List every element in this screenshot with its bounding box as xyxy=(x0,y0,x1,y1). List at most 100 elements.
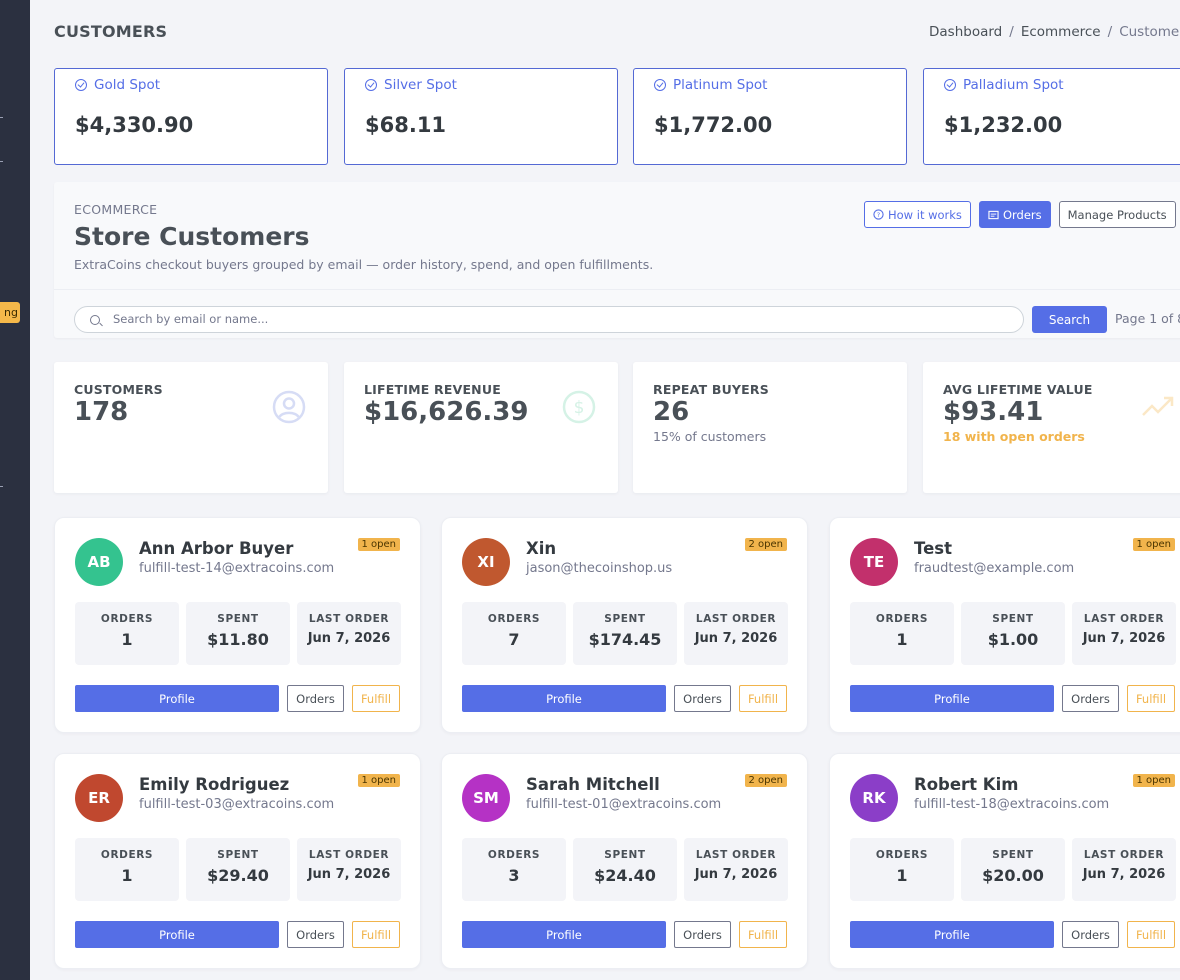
avatar: ER xyxy=(75,774,123,822)
divider xyxy=(54,289,1180,290)
metric-label: LAST ORDER xyxy=(308,849,390,861)
orders-label: Orders xyxy=(1002,207,1042,222)
stat-value: 178 xyxy=(74,397,129,427)
profile-button[interactable]: Profile xyxy=(75,921,279,948)
metric-label: LAST ORDER xyxy=(695,613,777,625)
orders-button[interactable]: Orders xyxy=(287,685,344,712)
spot-label: Silver Spot xyxy=(384,77,457,93)
svg-text:$: $ xyxy=(574,398,585,418)
orders-button[interactable]: Orders xyxy=(674,685,731,712)
profile-button[interactable]: Profile xyxy=(850,921,1054,948)
customer-name: Ann Arbor Buyer xyxy=(139,539,294,558)
customer-name: Test xyxy=(914,539,952,558)
metric-label: SPENT xyxy=(604,613,646,625)
manage-products-button[interactable]: Manage Products xyxy=(1058,201,1176,228)
fulfill-button[interactable]: Fulfill xyxy=(352,921,400,948)
verified-badge-icon xyxy=(75,79,87,91)
customer-card: AB Ann Arbor Buyer fulfill-test-14@extraco… xyxy=(54,517,421,733)
metric-label: SPENT xyxy=(992,613,1034,625)
search-input[interactable]: Search by email or name... xyxy=(74,306,1024,333)
fulfill-button[interactable]: Fulfill xyxy=(739,921,787,948)
orders-button[interactable]: Orders xyxy=(1062,921,1119,948)
orders-button[interactable]: Orders xyxy=(1062,685,1119,712)
breadcrumb-dashboard[interactable]: Dashboard xyxy=(929,24,1003,40)
profile-button[interactable]: Profile xyxy=(75,685,279,712)
breadcrumb-current: Customers xyxy=(1119,24,1180,40)
avatar: XI xyxy=(462,538,510,586)
metric-last-order: LAST ORDER Jun 7, 2026 xyxy=(297,602,401,665)
stats-row: CUSTOMERS 178 LIFETIME REVENUE $16,626.3… xyxy=(54,362,1180,493)
fulfill-button[interactable]: Fulfill xyxy=(739,685,787,712)
main-content: CUSTOMERS Dashboard/Ecommerce/Customers … xyxy=(30,0,1180,980)
metric-value: 1 xyxy=(896,866,908,885)
metric-label: LAST ORDER xyxy=(695,849,777,861)
sidebar-nav-arrow[interactable] xyxy=(0,161,3,162)
metric-spent: SPENT $29.40 xyxy=(186,838,290,901)
metric-value: $174.45 xyxy=(588,630,662,649)
spot-prices: Gold Spot $4,330.90 Silver Spot $68.11 P… xyxy=(54,68,1180,165)
profile-button[interactable]: Profile xyxy=(850,685,1054,712)
spot-card-platinum: Platinum Spot $1,772.00 xyxy=(633,68,907,165)
orders-button[interactable]: Orders xyxy=(287,921,344,948)
metric-spent: SPENT $1.00 xyxy=(961,602,1065,665)
fulfill-button[interactable]: Fulfill xyxy=(1127,685,1175,712)
breadcrumb: Dashboard/Ecommerce/Customers xyxy=(929,24,1180,40)
verified-badge-icon xyxy=(654,79,666,91)
spot-value: $1,772.00 xyxy=(654,113,773,137)
sidebar-nav-arrow[interactable] xyxy=(0,486,3,487)
search-icon xyxy=(90,315,100,325)
metric-label: LAST ORDER xyxy=(1083,849,1165,861)
section-eyebrow: ECOMMERCE xyxy=(74,202,158,217)
fulfill-button[interactable]: Fulfill xyxy=(352,685,400,712)
metric-value: 3 xyxy=(508,866,520,885)
metric-orders: ORDERS 1 xyxy=(75,838,179,901)
metric-orders: ORDERS 3 xyxy=(462,838,566,901)
spot-value: $68.11 xyxy=(365,113,447,137)
stat-repeat-buyers: REPEAT BUYERS 26 15% of customers xyxy=(633,362,907,493)
metric-value: Jun 7, 2026 xyxy=(1082,867,1166,882)
customer-card: TE Test fraudtest@example.com 1 open ORDERS 1… xyxy=(829,517,1180,733)
avatar: RK xyxy=(850,774,898,822)
profile-button[interactable]: Profile xyxy=(462,685,666,712)
metric-value: 1 xyxy=(896,630,908,649)
metric-label: ORDERS xyxy=(875,613,929,625)
breadcrumb-ecommerce[interactable]: Ecommerce xyxy=(1020,24,1101,40)
fulfill-button[interactable]: Fulfill xyxy=(1127,921,1175,948)
spot-value: $4,330.90 xyxy=(75,113,194,137)
customer-card: RK Robert Kim fulfill-test-18@extracoins.c… xyxy=(829,753,1180,969)
open-orders-badge: 1 open xyxy=(357,774,400,787)
metric-value: $11.80 xyxy=(207,630,269,649)
customer-email: jason@thecoinshop.us xyxy=(526,561,673,576)
search-button[interactable]: Search xyxy=(1032,306,1107,333)
avatar: SM xyxy=(462,774,510,822)
verified-badge-icon xyxy=(944,79,956,91)
metric-orders: ORDERS 1 xyxy=(850,602,954,665)
customer-card: XI Xin jason@thecoinshop.us 2 open ORDERS 7 SP… xyxy=(441,517,808,733)
stat-avg-lifetime-value: AVG LIFETIME VALUE $93.41 18 with open o… xyxy=(923,362,1180,493)
spot-card-silver: Silver Spot $68.11 xyxy=(344,68,618,165)
stat-note: 18 with open orders xyxy=(943,429,1085,444)
metric-value: Jun 7, 2026 xyxy=(307,631,391,646)
customer-email: fulfill-test-18@extracoins.com xyxy=(914,797,1110,812)
header-actions: ? How it works Orders Manage Products xyxy=(864,201,1176,228)
spot-value: $1,232.00 xyxy=(944,113,1063,137)
customer-email: fraudtest@example.com xyxy=(914,561,1075,576)
metric-value: Jun 7, 2026 xyxy=(694,631,778,646)
customer-name: Emily Rodriguez xyxy=(139,775,290,794)
orders-button[interactable]: Orders xyxy=(674,921,731,948)
open-orders-badge: 1 open xyxy=(357,538,400,551)
how-it-works-button[interactable]: ? How it works xyxy=(864,201,971,228)
sidebar-nav-arrow[interactable] xyxy=(0,117,3,118)
metric-spent: SPENT $174.45 xyxy=(573,602,677,665)
metric-label: ORDERS xyxy=(487,613,541,625)
customer-email: fulfill-test-14@extracoins.com xyxy=(139,561,335,576)
metric-value: $24.40 xyxy=(594,866,656,885)
profile-button[interactable]: Profile xyxy=(462,921,666,948)
stat-customers: CUSTOMERS 178 xyxy=(54,362,328,493)
customer-name: Sarah Mitchell xyxy=(526,775,660,794)
page-title: CUSTOMERS xyxy=(54,22,168,41)
metric-value: $20.00 xyxy=(982,866,1044,885)
metric-label: SPENT xyxy=(217,613,259,625)
metric-orders: ORDERS 7 xyxy=(462,602,566,665)
orders-button[interactable]: Orders xyxy=(978,201,1051,228)
